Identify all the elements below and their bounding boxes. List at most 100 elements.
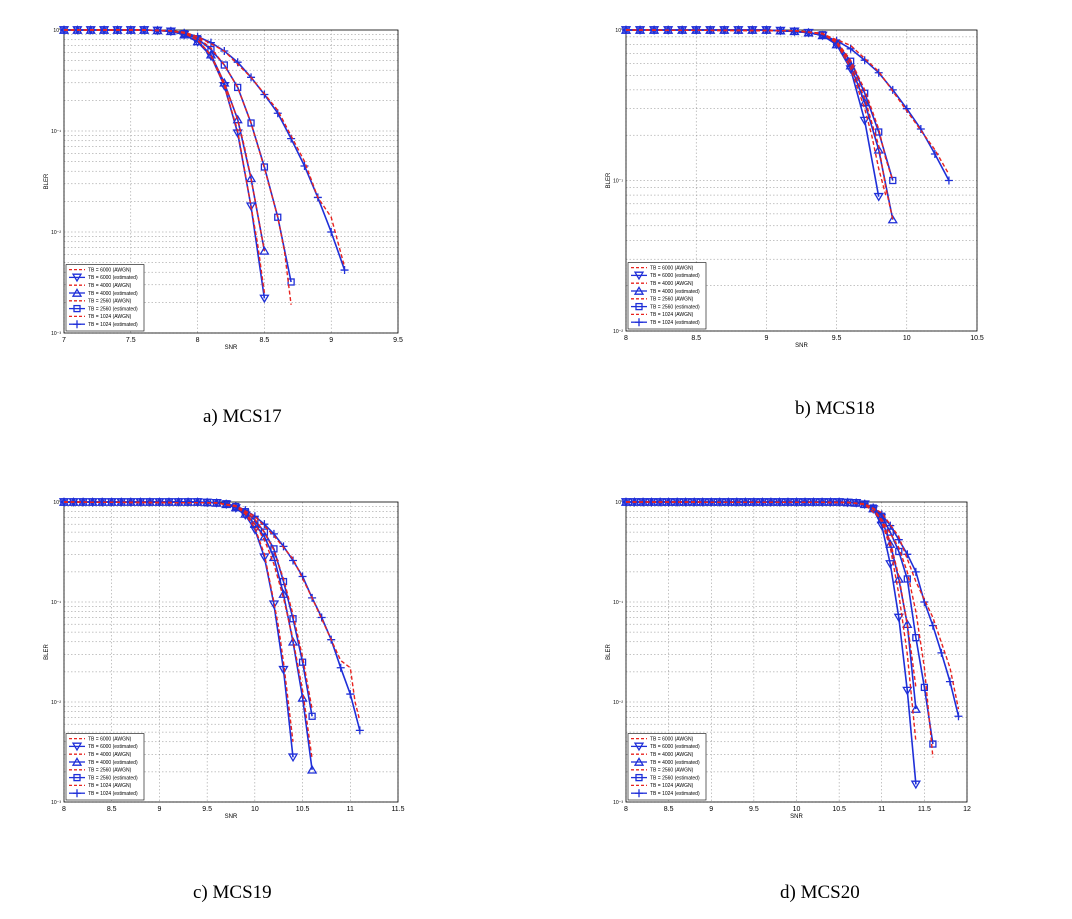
data-point	[232, 114, 243, 124]
series-tb-2560-estimated-	[60, 26, 295, 286]
legend-entry: TB = 6000 (estimated)	[650, 273, 700, 279]
series-tb-6000-awgn-	[625, 501, 917, 742]
x-tick-label: 7	[62, 337, 66, 344]
series-tb-2560-awgn-	[625, 29, 894, 181]
y-tick-label: 10⁻³	[51, 331, 61, 337]
data-point	[944, 176, 953, 185]
legend-entry: TB = 2560 (AWGN)	[650, 297, 694, 303]
legend-entry: TB = 4000 (estimated)	[88, 760, 138, 766]
legend-entry: TB = 2560 (estimated)	[650, 304, 700, 310]
data-point	[259, 246, 270, 255]
legend-entry: TB = 2560 (AWGN)	[650, 768, 694, 774]
legend-entry: TB = 4000 (AWGN)	[650, 752, 694, 758]
data-point	[220, 61, 228, 69]
series-tb-2560-awgn-	[625, 501, 934, 758]
data-point	[873, 192, 884, 202]
series-tb-1024-awgn-	[625, 29, 950, 175]
series-tb-4000-estimated-	[620, 497, 921, 713]
x-tick-label: 11	[878, 806, 885, 813]
series-tb-4000-estimated-	[620, 25, 898, 224]
x-axis-label: SNR	[225, 345, 238, 351]
caption-mcs17: a) MCS17	[203, 406, 282, 427]
data-point	[873, 144, 884, 154]
y-tick-label: 10⁻¹	[51, 129, 61, 135]
x-tick-label: 8	[624, 335, 628, 342]
data-point	[937, 648, 946, 657]
series-tb-1024-estimated-	[60, 498, 364, 735]
x-tick-label: 10.5	[970, 335, 984, 342]
legend-entry: TB = 6000 (AWGN)	[650, 265, 694, 271]
y-tick-label: 10⁻²	[51, 230, 61, 236]
x-tick-label: 8.5	[107, 806, 117, 813]
series-line	[63, 501, 313, 759]
y-tick-label: 10⁻²	[613, 700, 623, 706]
legend-entry: TB = 4000 (AWGN)	[650, 281, 694, 287]
series-line	[626, 501, 960, 717]
series-line	[626, 29, 894, 181]
series-line	[64, 501, 361, 731]
legend-marker	[635, 318, 643, 327]
x-tick-label: 11.5	[391, 806, 404, 813]
series-line	[625, 29, 950, 175]
caption-mcs19: c) MCS19	[193, 882, 272, 903]
legend-marker	[633, 286, 645, 295]
legend-marker	[73, 304, 81, 313]
data-point	[920, 598, 929, 606]
plot-frame	[625, 29, 978, 332]
legend-marker	[633, 757, 645, 766]
data-point	[184, 498, 193, 506]
plot-frame	[63, 501, 399, 803]
legend: TB = 6000 (AWGN) TB = 6000 (estimated) TB …	[65, 264, 145, 332]
data-point	[929, 740, 937, 748]
y-axis-label: BLER	[606, 172, 612, 188]
y-tick-label: 10⁻¹	[51, 600, 61, 606]
data-point	[888, 85, 897, 94]
y-tick-label: 10⁰	[615, 500, 623, 506]
data-point	[346, 690, 355, 699]
series-line	[64, 29, 346, 271]
x-tick-label: 10.5	[296, 806, 310, 813]
x-tick-label: 8.5	[691, 335, 701, 342]
legend-marker	[73, 773, 81, 782]
data-point	[877, 510, 886, 519]
series-line	[625, 501, 917, 688]
series-line	[625, 29, 894, 181]
y-tick-label: 10⁰	[53, 28, 61, 34]
legend-entry: TB = 1024 (estimated)	[650, 791, 700, 797]
y-tick-label: 10⁻²	[613, 329, 623, 335]
legend-entry: TB = 1024 (AWGN)	[650, 312, 694, 318]
legend-entry: TB = 2560 (estimated)	[650, 775, 700, 781]
legend-entry: TB = 1024 (AWGN)	[88, 783, 132, 789]
y-tick-label: 10⁰	[615, 28, 623, 34]
series-tb-4000-awgn-	[64, 29, 266, 252]
y-tick-label: 10⁻³	[613, 800, 623, 806]
legend-entry: TB = 6000 (AWGN)	[88, 736, 132, 742]
legend-box	[627, 262, 707, 330]
y-axis-label: BLER	[44, 644, 50, 660]
data-point	[327, 228, 336, 236]
x-tick-label: 9	[709, 806, 713, 813]
series-tb-1024-awgn-	[63, 501, 361, 721]
series-tb-6000-awgn-	[63, 501, 294, 742]
x-tick-label: 11	[347, 806, 354, 813]
x-tick-label: 11.5	[918, 806, 931, 813]
legend-entry: TB = 1024 (estimated)	[650, 320, 700, 326]
data-point	[205, 49, 217, 59]
legend-entry: TB = 2560 (AWGN)	[88, 299, 132, 305]
legend-entry: TB = 4000 (estimated)	[650, 289, 700, 295]
legend-entry: TB = 6000 (AWGN)	[650, 736, 694, 742]
legend-entry: TB = 6000 (estimated)	[650, 744, 700, 750]
data-point	[300, 162, 309, 171]
data-point	[903, 550, 912, 559]
data-point	[954, 712, 963, 721]
data-point	[916, 124, 925, 133]
y-tick-label: 10⁻¹	[613, 600, 623, 606]
legend-entry: TB = 4000 (AWGN)	[88, 752, 132, 758]
x-tick-label: 9.5	[749, 806, 759, 813]
data-point	[920, 683, 929, 692]
legend-marker	[635, 789, 643, 798]
series-tb-1024-awgn-	[64, 29, 346, 268]
data-point	[297, 692, 308, 702]
series-line	[626, 29, 880, 197]
data-point	[287, 278, 295, 286]
